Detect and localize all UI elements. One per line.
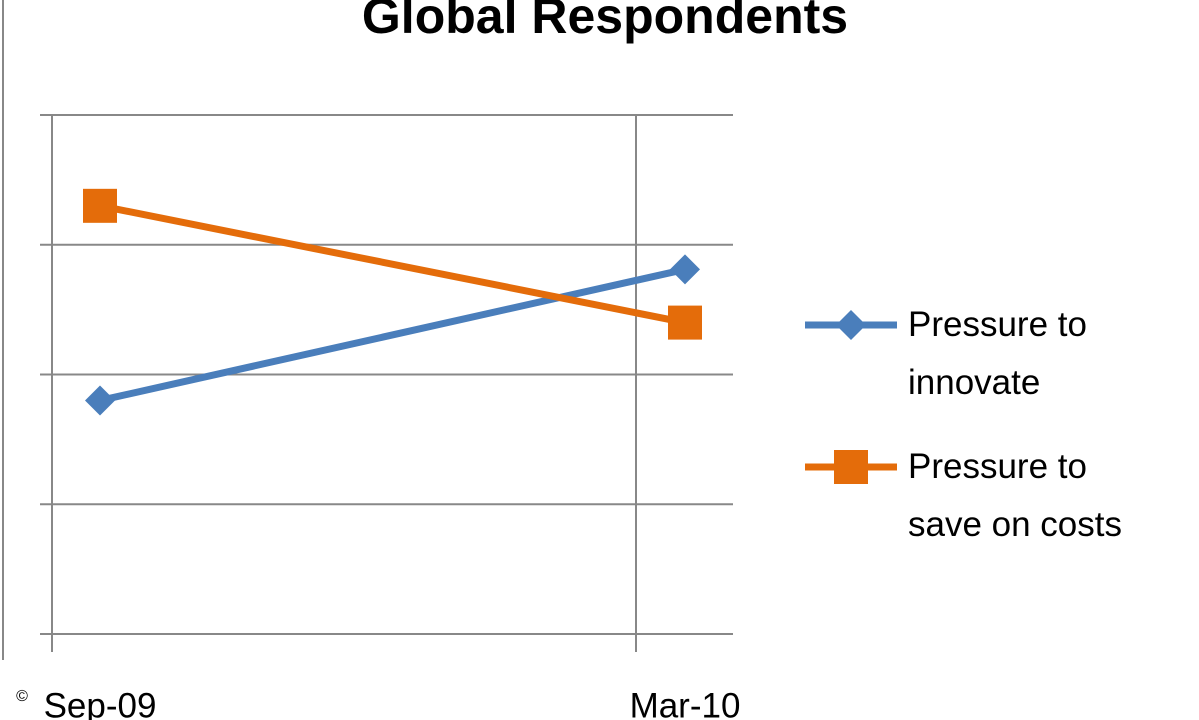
x-tick-label: Sep-09 (44, 686, 157, 720)
legend-label: Pressure to innovate (908, 305, 1087, 402)
data-point (85, 385, 115, 416)
chart-title: Global Respondents (362, 0, 848, 44)
legend-label: Pressure to save on costs (908, 447, 1122, 544)
series-line (99, 265, 686, 404)
data-point (83, 188, 117, 223)
series-line (99, 202, 686, 327)
data-point (670, 254, 700, 285)
legend-marker (834, 450, 868, 484)
x-tick-label: Mar-10 (630, 686, 741, 720)
legend-marker (836, 310, 866, 340)
data-point (668, 305, 702, 340)
copyright: © (16, 688, 28, 705)
